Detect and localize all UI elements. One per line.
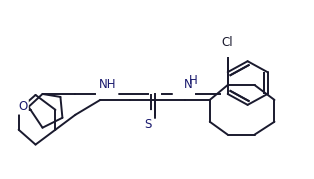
Text: O: O xyxy=(18,100,27,113)
Text: NH: NH xyxy=(99,78,116,91)
Text: S: S xyxy=(144,118,152,131)
Text: S: S xyxy=(144,111,152,124)
Text: Cl: Cl xyxy=(222,36,234,49)
Text: NH: NH xyxy=(97,84,117,98)
Text: H: H xyxy=(189,74,198,87)
Text: NH: NH xyxy=(174,84,194,98)
Text: O: O xyxy=(18,100,28,113)
Text: Cl: Cl xyxy=(221,43,234,56)
Text: N: N xyxy=(184,78,192,91)
